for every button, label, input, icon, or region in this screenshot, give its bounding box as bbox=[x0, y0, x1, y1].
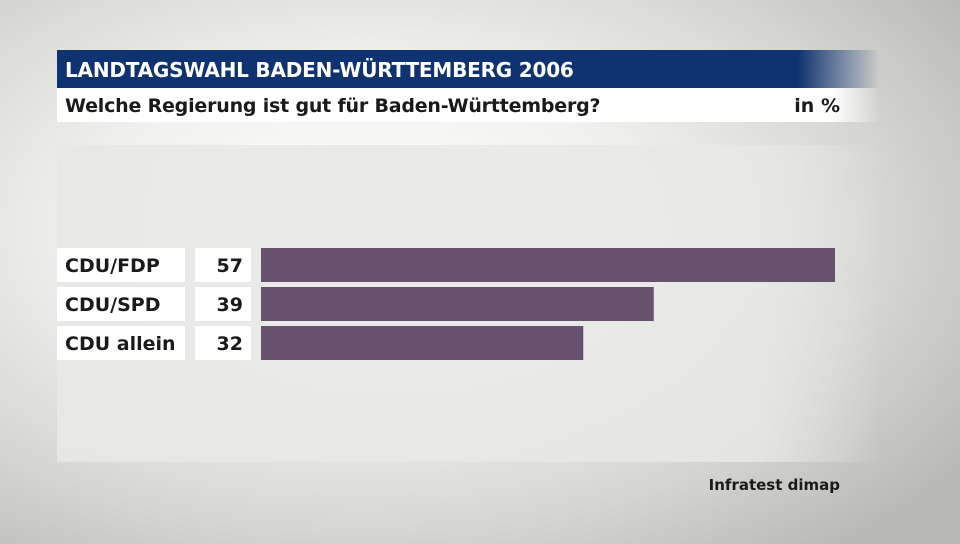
value-label-bg bbox=[195, 287, 251, 321]
title-bar: LANDTAGSWAHL BADEN-WÜRTTEMBERG 2006 bbox=[57, 50, 880, 88]
source-label: Infratest dimap bbox=[708, 476, 840, 494]
category-label-bg bbox=[57, 287, 185, 321]
value-label: 57 bbox=[217, 255, 243, 277]
subtitle-bar: Welche Regierung ist gut für Baden-Württ… bbox=[57, 88, 880, 122]
chart-subtitle: Welche Regierung ist gut für Baden-Württ… bbox=[65, 95, 601, 117]
bar bbox=[261, 326, 584, 360]
bar bbox=[261, 248, 835, 282]
category-label-bg bbox=[57, 248, 185, 282]
category-label-bg bbox=[57, 326, 185, 360]
chart-title: LANDTAGSWAHL BADEN-WÜRTTEMBERG 2006 bbox=[65, 58, 574, 82]
value-label-bg bbox=[195, 326, 251, 360]
bar-chart: CDU/FDP 57 CDU/SPD 39 CDU allein 32 bbox=[57, 248, 835, 360]
category-label: CDU/SPD bbox=[65, 294, 160, 316]
unit-label: in % bbox=[794, 95, 840, 117]
category-label: CDU/FDP bbox=[65, 255, 160, 277]
category-label: CDU allein bbox=[65, 333, 176, 355]
value-label: 32 bbox=[217, 333, 243, 355]
value-label: 39 bbox=[217, 294, 243, 316]
value-label-bg bbox=[195, 248, 251, 282]
chart-panel: CDU/FDP 57 CDU/SPD 39 CDU allein 32 bbox=[57, 145, 880, 462]
bar bbox=[261, 287, 654, 321]
